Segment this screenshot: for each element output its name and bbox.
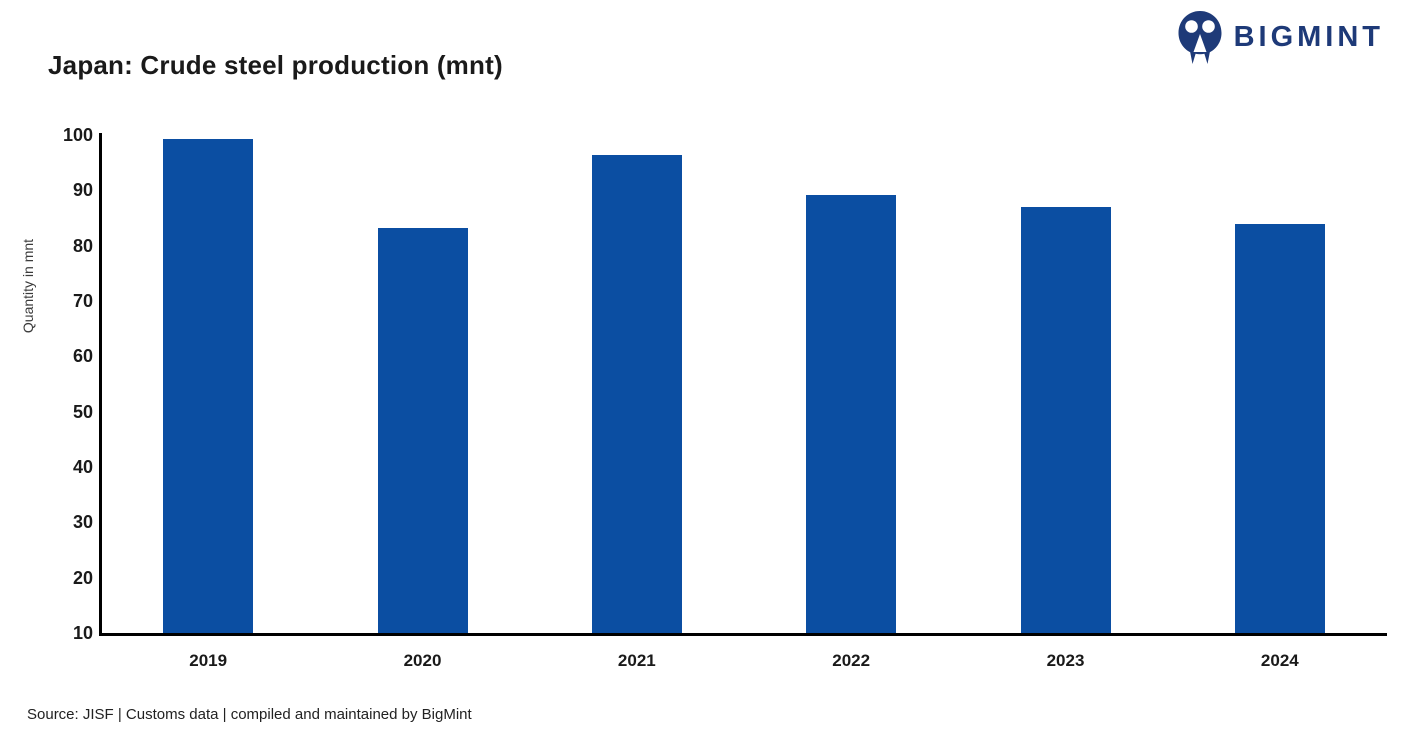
y-axis-tick-label: 60 [72,346,93,367]
x-axis-tick-label: 2022 [832,651,871,670]
bar-2024 [1234,223,1325,633]
bar-2021 [591,155,682,633]
y-axis-tick-label: 90 [72,180,93,201]
x-axis-tick-label: 2023 [1046,651,1085,670]
bigmint-people-arch-icon [1176,8,1224,66]
y-axis-tick-label: 100 [62,125,93,145]
bar-2020 [377,227,468,633]
y-axis-tick-label: 80 [72,235,93,256]
x-axis-tick-label: 2020 [403,651,442,670]
bigmint-logo: BIGMINT [1176,8,1384,66]
y-axis-tick-label: 70 [72,291,93,311]
bigmint-logo-text: BIGMINT [1233,20,1384,53]
y-axis-tick-label: 20 [72,567,93,588]
bar-2019 [163,138,254,633]
y-axis-tick-label: 50 [72,401,93,422]
bar-2022 [806,194,897,633]
y-axis-tick-label: 40 [72,457,93,477]
source-note: Source: JISF | Customs data | compiled a… [27,706,472,723]
x-axis-tick-label: 2019 [189,651,228,670]
chart-title: Japan: Crude steel production (mnt) [48,50,503,80]
y-axis-line [99,133,102,635]
x-axis-line [99,633,1387,636]
x-axis-tick-label: 2021 [617,651,656,670]
x-axis-tick-label: 2024 [1260,651,1299,670]
y-axis-tick-label: 30 [72,512,93,533]
bar-2023 [1020,206,1111,633]
y-axis-tick-label: 10 [72,623,93,643]
